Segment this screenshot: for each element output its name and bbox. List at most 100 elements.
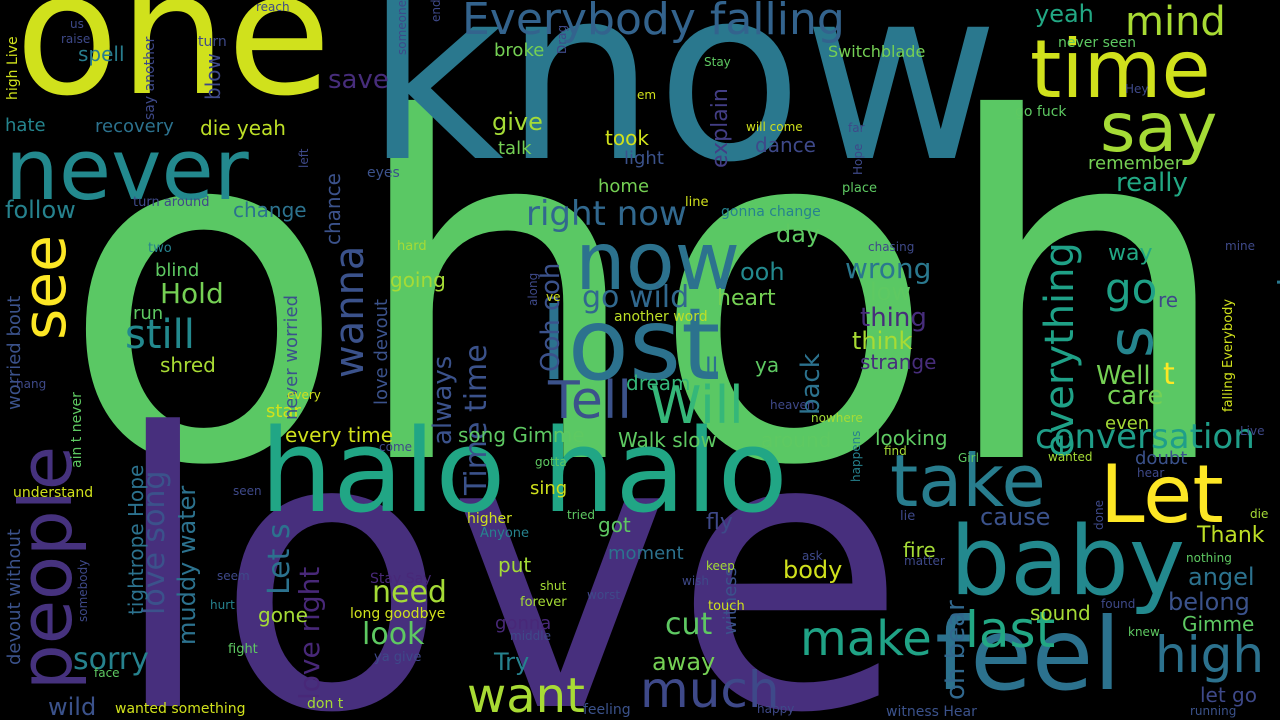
- word-want: want: [467, 668, 585, 720]
- word-ya: ya: [755, 353, 780, 377]
- word-ask: ask: [802, 549, 823, 563]
- word-find: find: [884, 444, 907, 458]
- word-look: look: [362, 617, 425, 652]
- word-walk-slow: Walk slow: [618, 428, 717, 452]
- word-gotta: gotta: [535, 455, 567, 469]
- word-go-fuck: go fuck: [1015, 104, 1067, 120]
- word-nothing: nothing: [1186, 551, 1232, 565]
- word-feeling: feeling: [583, 702, 631, 718]
- word-forever: forever: [520, 595, 567, 610]
- word-devout-without: devout without: [4, 528, 25, 665]
- word-much: much: [640, 661, 780, 719]
- word-well: Well: [1096, 361, 1151, 391]
- word-chasing: chasing: [868, 240, 915, 254]
- word-everybody-falling: Everybody falling: [462, 0, 845, 45]
- word-sound: sound: [1030, 601, 1091, 625]
- word-switchblade: Switchblade: [828, 42, 926, 61]
- word-doubt: doubt: [1135, 448, 1188, 469]
- word-light: light: [624, 148, 664, 169]
- word-hang: hang: [16, 377, 47, 391]
- word-make: make: [800, 611, 932, 667]
- word-love-devout: love devout: [371, 298, 392, 405]
- word-chance: chance: [321, 173, 345, 245]
- word-home: home: [598, 176, 650, 197]
- word-us: us: [70, 17, 84, 31]
- word-far: far: [848, 121, 865, 135]
- word-gonna: gonna: [495, 613, 552, 634]
- word-recovery: recovery: [95, 116, 174, 137]
- word-s: s: [1094, 325, 1167, 358]
- word-strange: strange: [860, 350, 937, 374]
- word-talk: talk: [498, 138, 532, 159]
- word-let-go: let go: [1200, 683, 1257, 707]
- word-done: done: [1092, 500, 1106, 530]
- word-hey: Hey: [1125, 82, 1149, 96]
- word-still: still: [125, 312, 195, 358]
- word-muddy-water: muddy water: [173, 485, 201, 645]
- word-come: come: [379, 440, 413, 454]
- word-high: high: [1155, 626, 1265, 684]
- word-oh: oh: [650, 21, 1236, 568]
- word-every-time: every time: [285, 423, 394, 447]
- word-time-time: Time time: [459, 344, 494, 495]
- word-moment: moment: [608, 543, 684, 564]
- word-understand: understand: [13, 485, 94, 501]
- word-looking: looking: [875, 426, 948, 450]
- word-hope: Hope: [851, 143, 865, 175]
- word-place: place: [842, 181, 877, 196]
- word-belong: belong: [1168, 588, 1250, 616]
- word-try: Try: [494, 648, 530, 676]
- word-time: time: [1030, 23, 1211, 116]
- word-save: save: [328, 65, 389, 95]
- word-gimme: Gimme: [1182, 612, 1255, 636]
- word-fire: fire: [903, 538, 936, 562]
- word-tightrope-hope: tightrope Hope: [124, 464, 148, 615]
- word-took: took: [605, 126, 649, 150]
- word-raise: raise: [61, 32, 91, 46]
- word-sorry: sorry: [73, 642, 149, 677]
- word-end: end: [429, 0, 443, 22]
- word-remember: remember: [1088, 153, 1183, 174]
- word-wild: wild: [48, 693, 97, 720]
- word-heart: heart: [717, 286, 776, 311]
- word-anyone: Anyone: [480, 526, 530, 541]
- word-always: always: [428, 355, 458, 445]
- word-turn: turn: [198, 34, 227, 50]
- word-song-gimme: song Gimme: [458, 423, 585, 447]
- word-put: put: [498, 553, 532, 577]
- word-oh-bear: oh bear: [941, 600, 971, 700]
- word-hurt: hurt: [210, 598, 235, 612]
- word-feel: feel: [935, 596, 1122, 713]
- word-happens: happens: [849, 430, 863, 482]
- word-go-wild: go wild: [582, 280, 690, 315]
- word-follow: follow: [5, 196, 76, 224]
- word-every: every: [287, 388, 321, 402]
- word-higher: higher: [467, 511, 512, 527]
- word-blind: blind: [155, 260, 200, 281]
- word-think: think: [852, 327, 913, 355]
- word-found: found: [1101, 597, 1136, 611]
- word-someone: someone: [395, 0, 409, 55]
- word-even: even: [1105, 413, 1150, 434]
- word-girl: Girl: [958, 451, 979, 465]
- word-matter: matter: [904, 554, 945, 568]
- word-wanted-something: wanted something: [115, 701, 246, 717]
- word-thank: Thank: [1197, 523, 1265, 548]
- word-low: low: [870, 278, 911, 306]
- word-ooh: ooh: [740, 258, 785, 286]
- word-drag: Drag: [555, 24, 569, 54]
- word-let: Let: [1100, 448, 1224, 541]
- word-change: change: [233, 198, 307, 222]
- word-long-goodbye: long goodbye: [350, 606, 446, 622]
- word-worried-bout: worried bout: [4, 295, 25, 410]
- word-day: day: [776, 220, 821, 248]
- word-left: left: [297, 148, 311, 168]
- word-worst: worst: [587, 588, 621, 602]
- word-re: re: [1158, 288, 1179, 312]
- word-another-word: another word: [614, 309, 708, 325]
- word-dream: dream: [626, 371, 691, 395]
- word-middle: middle: [510, 629, 551, 643]
- word-mind: mind: [1125, 0, 1226, 45]
- word-lie: lie: [900, 509, 916, 524]
- word-broke: broke: [494, 40, 545, 61]
